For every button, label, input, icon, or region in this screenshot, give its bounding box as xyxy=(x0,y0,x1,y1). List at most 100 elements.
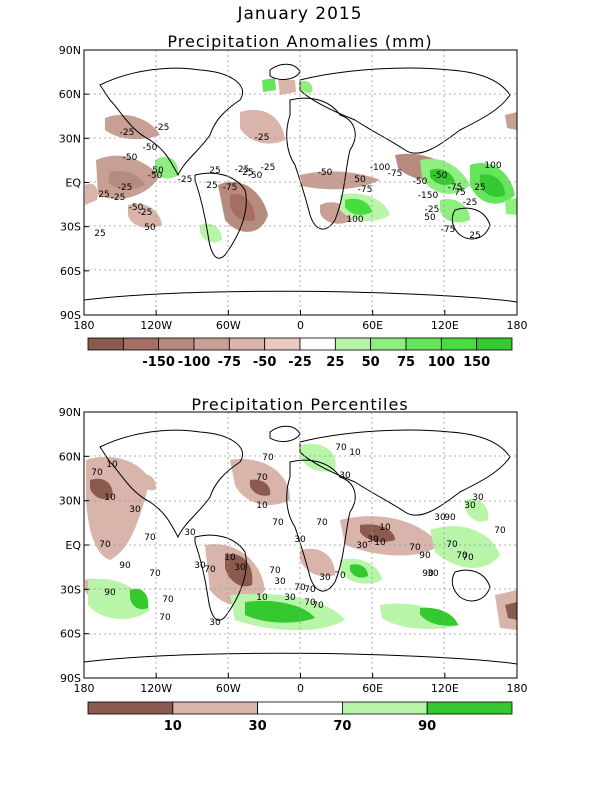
contour-label: 30 xyxy=(184,528,196,538)
contour-label: -25 xyxy=(261,163,276,173)
contour-label: 70 xyxy=(256,473,268,483)
contour-label: 25 xyxy=(94,229,105,239)
contour-label: -50 xyxy=(143,143,158,153)
very-wet-region xyxy=(420,607,458,626)
contour-label: -50 xyxy=(248,171,263,181)
contour-label: 70 xyxy=(409,543,421,553)
colorbar-swatch xyxy=(193,337,230,351)
contour-label: -25 xyxy=(155,123,170,133)
contour-label: 50 xyxy=(424,213,436,223)
percentile-gridlines xyxy=(84,412,517,678)
contour-label: -25 xyxy=(120,128,135,138)
lon-tick-label: 120E xyxy=(431,319,459,332)
very-wet-region xyxy=(350,564,368,578)
contour-label: 25 xyxy=(474,183,485,193)
lat-tick-label: 60N xyxy=(59,450,81,463)
contour-label: 70 xyxy=(462,553,474,563)
contour-label: 10 xyxy=(106,460,118,470)
contour-label: 70 xyxy=(304,598,316,608)
lat-tick-label: 30N xyxy=(59,132,81,145)
lon-tick-label: 120W xyxy=(140,682,172,695)
lon-tick-label: 60E xyxy=(362,682,383,695)
contour-label: 70 xyxy=(272,518,284,528)
colorbar-label: 75 xyxy=(397,355,415,370)
contour-label: 100 xyxy=(484,161,501,171)
contour-label: 10 xyxy=(349,448,361,458)
wet-anomaly-region xyxy=(262,78,276,92)
contour-label: 10 xyxy=(379,523,391,533)
colorbar-swatch xyxy=(440,337,478,351)
contour-label: -75 xyxy=(448,183,463,193)
lon-tick-label: 180 xyxy=(74,682,95,695)
contour-label: -50 xyxy=(433,171,448,181)
contour-label: 70 xyxy=(159,613,171,623)
colorbar-label: -25 xyxy=(288,355,312,370)
percentile-colorbar: 10 30 70 90 xyxy=(87,701,513,734)
dry-anomaly-core xyxy=(108,170,145,190)
lon-tick-label: 60W xyxy=(216,682,241,695)
lat-tick-label: 60N xyxy=(59,88,81,101)
lon-tick-label: 60W xyxy=(216,319,241,332)
contour-label: 90 xyxy=(119,561,131,571)
contour-label: 90 xyxy=(422,569,434,579)
colorbar-swatch xyxy=(476,337,513,351)
lon-tick-label: 180 xyxy=(74,319,95,332)
lat-tick-label: 60S xyxy=(60,265,81,278)
wet-anomaly-region xyxy=(300,80,313,93)
contour-label: 30 xyxy=(356,541,368,551)
very-dry-region xyxy=(250,479,271,496)
australia-outline xyxy=(451,207,491,240)
contour-label: 10 xyxy=(374,538,386,548)
contour-label: 30 xyxy=(284,593,296,603)
contour-label: -50 xyxy=(413,177,428,187)
anomaly-map-panel: Precipitation Anomalies (mm) xyxy=(59,32,528,370)
colorbar-swatch xyxy=(405,337,442,351)
north-america-outline xyxy=(99,429,243,539)
contour-label: 70 xyxy=(334,571,346,581)
contour-label: -50 xyxy=(318,168,333,178)
colorbar-label: 100 xyxy=(428,355,455,370)
dry-anomaly-core xyxy=(230,194,255,221)
contour-label: 50 xyxy=(144,223,156,233)
contour-label: 70 xyxy=(162,595,174,605)
contour-label: 70 xyxy=(262,453,274,463)
contour-label: -25 xyxy=(463,198,478,208)
colorbar-label: -75 xyxy=(218,355,242,370)
percentile-coastlines xyxy=(83,425,518,665)
dry-anomaly-region xyxy=(278,80,296,95)
contour-label: 90 xyxy=(104,588,116,598)
colorbar-swatch xyxy=(334,337,372,351)
colorbar-swatch xyxy=(228,337,266,351)
contour-label: -100 xyxy=(370,163,391,173)
dry-anomaly-region xyxy=(300,171,380,190)
contour-label: 70 xyxy=(446,540,458,550)
contour-label: -75 xyxy=(358,185,373,195)
very-dry-region xyxy=(90,478,113,500)
lon-tick-label: 180 xyxy=(507,682,528,695)
colorbar-label: 30 xyxy=(249,719,267,734)
contour-label: 30 xyxy=(339,471,351,481)
colorbar-swatch xyxy=(426,701,513,715)
contour-label: 25 xyxy=(469,231,480,241)
contour-label: 70 xyxy=(149,569,161,579)
contour-label: 70 xyxy=(204,565,216,575)
contour-label: 30 xyxy=(234,563,246,573)
colorbar-swatch xyxy=(158,337,195,351)
south-america-outline xyxy=(194,534,247,621)
lon-tick-label: 180 xyxy=(507,319,528,332)
contour-label: 30 xyxy=(367,535,379,545)
colorbar-label: -100 xyxy=(178,355,211,370)
dry-anomaly-region xyxy=(128,203,162,228)
very-dry-region xyxy=(225,554,253,587)
contour-label: -50 xyxy=(123,153,138,163)
lon-tick-label: 120W xyxy=(140,319,172,332)
lon-tick-label: 0 xyxy=(297,319,304,332)
contour-label: 30 xyxy=(319,573,331,583)
percentile-map-panel: Precipitation Percentiles xyxy=(59,395,528,734)
contour-label: 75 xyxy=(454,188,465,198)
colorbar-label: 90 xyxy=(418,719,436,734)
colorbar-swatch xyxy=(257,701,343,715)
wet-anomaly-region xyxy=(155,156,179,179)
colorbar-label: 10 xyxy=(164,719,182,734)
contour-label: 70 xyxy=(294,583,306,593)
